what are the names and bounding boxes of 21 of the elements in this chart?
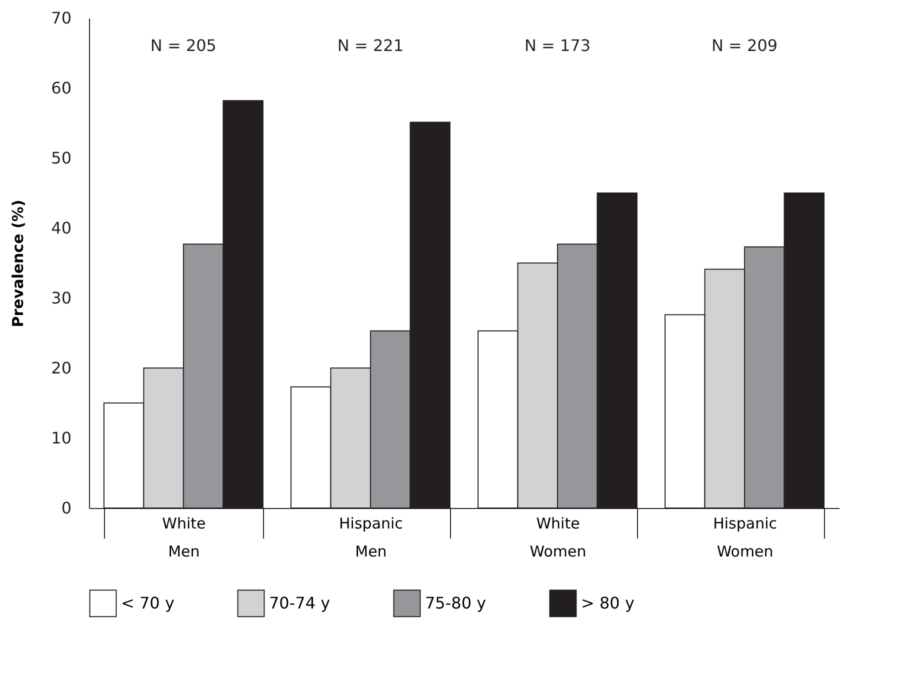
x-tick-label: White Women — [530, 514, 586, 560]
y-tick-label: 10 — [51, 428, 72, 448]
annotation: N = 209 — [712, 36, 778, 55]
y-axis-title: Prevalence (%) — [9, 200, 28, 328]
legend-label: > 80 y — [581, 593, 634, 612]
y-tick-label: 60 — [51, 78, 72, 98]
legend-label: 75-80 y — [425, 593, 486, 612]
x-tick-label: Hispanic Women — [713, 514, 777, 560]
x-tick-label: Hispanic Men — [339, 514, 403, 560]
y-tick-label: 70 — [51, 8, 72, 28]
y-tick-label: 30 — [51, 288, 72, 308]
annotation: N = 205 — [150, 36, 216, 55]
x-tick-label: White Men — [162, 514, 206, 560]
y-tick-label: 20 — [51, 358, 72, 378]
y-tick-label: 40 — [51, 218, 72, 238]
annotation: N = 221 — [337, 36, 404, 55]
y-tick-label: 0 — [61, 498, 72, 518]
y-tick-label: 50 — [51, 148, 72, 168]
annotation: N = 173 — [524, 36, 591, 55]
legend-label: < 70 y — [121, 593, 174, 612]
legend-label: 70-74 y — [269, 593, 330, 612]
